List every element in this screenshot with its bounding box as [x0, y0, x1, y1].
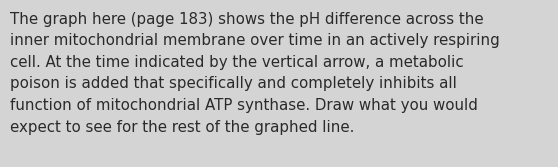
Text: The graph here (page 183) shows the pH difference across the
inner mitochondrial: The graph here (page 183) shows the pH d… [10, 12, 500, 135]
